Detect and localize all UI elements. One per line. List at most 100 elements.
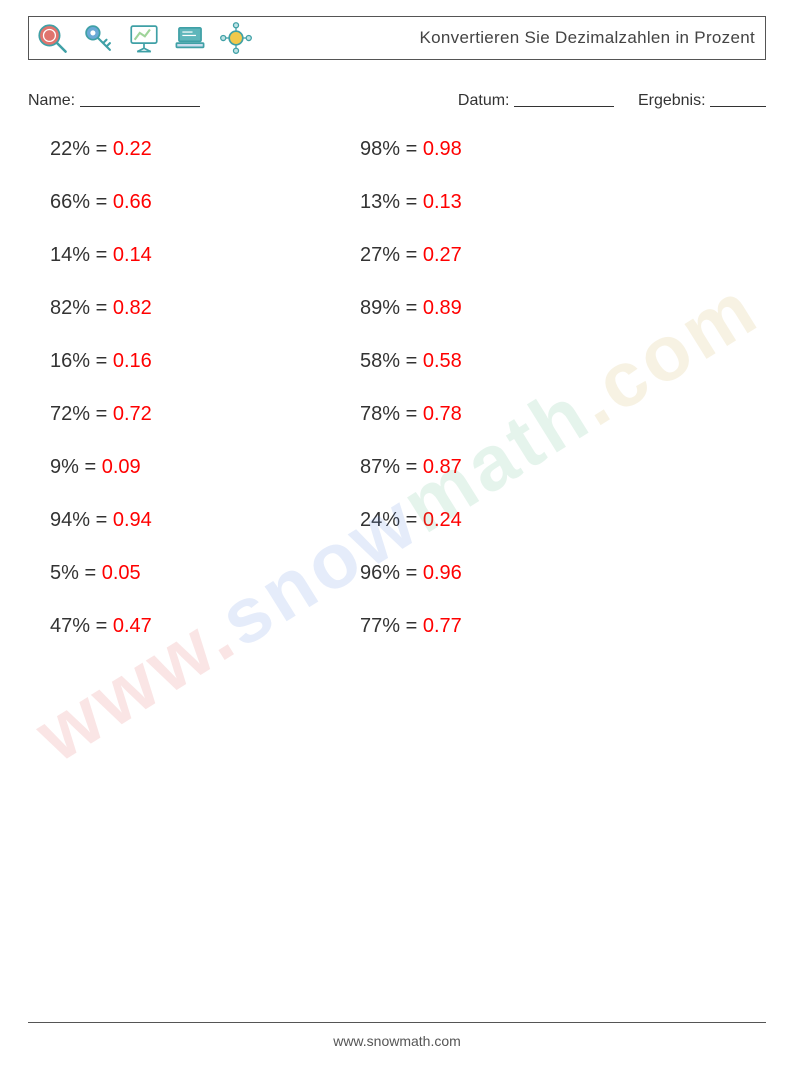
percent-value: 87% — [360, 456, 400, 479]
problem-row: 22% = 0.22 — [50, 138, 360, 161]
answer-value: 0.47 — [113, 615, 152, 638]
equals-sign: = — [90, 350, 113, 373]
answer-value: 0.72 — [113, 403, 152, 426]
date-field: Datum: — [458, 88, 614, 110]
equals-sign: = — [90, 615, 113, 638]
answer-value: 0.94 — [113, 509, 152, 532]
percent-value: 98% — [360, 138, 400, 161]
answer-value: 0.89 — [423, 297, 462, 320]
percent-value: 24% — [360, 509, 400, 532]
equals-sign: = — [79, 562, 102, 585]
percent-value: 47% — [50, 615, 90, 638]
presentation-chart-icon — [127, 21, 161, 55]
answer-value: 0.58 — [423, 350, 462, 373]
answer-value: 0.27 — [423, 244, 462, 267]
equals-sign: = — [400, 509, 423, 532]
key-icon — [81, 21, 115, 55]
problem-row: 27% = 0.27 — [360, 244, 670, 267]
percent-value: 89% — [360, 297, 400, 320]
percent-value: 16% — [50, 350, 90, 373]
meta-right: Datum: Ergebnis: — [458, 88, 766, 110]
result-blank[interactable] — [710, 90, 766, 107]
footer-rule — [28, 1022, 766, 1023]
answer-value: 0.82 — [113, 297, 152, 320]
problem-row: 47% = 0.47 — [50, 615, 360, 638]
problems-column-left: 22% = 0.22 66% = 0.66 14% = 0.14 82% = 0.82… — [50, 138, 360, 638]
equals-sign: = — [400, 562, 423, 585]
percent-value: 66% — [50, 191, 90, 214]
result-label: Ergebnis: — [638, 92, 706, 109]
percent-value: 77% — [360, 615, 400, 638]
equals-sign: = — [90, 297, 113, 320]
answer-value: 0.87 — [423, 456, 462, 479]
problem-row: 13% = 0.13 — [360, 191, 670, 214]
problem-row: 96% = 0.96 — [360, 562, 670, 585]
name-field: Name: — [28, 88, 200, 110]
equals-sign: = — [400, 615, 423, 638]
problem-row: 5% = 0.05 — [50, 562, 360, 585]
equals-sign: = — [90, 244, 113, 267]
percent-value: 78% — [360, 403, 400, 426]
problems-area: 22% = 0.22 66% = 0.66 14% = 0.14 82% = 0.82… — [50, 138, 794, 638]
equals-sign: = — [90, 191, 113, 214]
problem-row: 24% = 0.24 — [360, 509, 670, 532]
worksheet-title: Konvertieren Sie Dezimalzahlen in Prozen… — [420, 28, 755, 48]
problem-row: 66% = 0.66 — [50, 191, 360, 214]
date-label: Datum: — [458, 92, 510, 109]
percent-value: 9% — [50, 456, 79, 479]
footer-url: www.snowmath.com — [0, 1033, 794, 1049]
problem-row: 78% = 0.78 — [360, 403, 670, 426]
problems-column-right: 98% = 0.98 13% = 0.13 27% = 0.27 89% = 0.89… — [360, 138, 670, 638]
equals-sign: = — [79, 456, 102, 479]
answer-value: 0.13 — [423, 191, 462, 214]
equals-sign: = — [90, 509, 113, 532]
percent-value: 13% — [360, 191, 400, 214]
equals-sign: = — [400, 350, 423, 373]
problem-row: 82% = 0.82 — [50, 297, 360, 320]
answer-value: 0.24 — [423, 509, 462, 532]
equals-sign: = — [400, 456, 423, 479]
magnifier-icon — [35, 21, 69, 55]
percent-value: 22% — [50, 138, 90, 161]
problem-row: 87% = 0.87 — [360, 456, 670, 479]
problem-row: 89% = 0.89 — [360, 297, 670, 320]
problem-row: 98% = 0.98 — [360, 138, 670, 161]
equals-sign: = — [400, 403, 423, 426]
answer-value: 0.14 — [113, 244, 152, 267]
percent-value: 94% — [50, 509, 90, 532]
problem-row: 77% = 0.77 — [360, 615, 670, 638]
meta-left: Name: — [28, 88, 200, 110]
name-blank[interactable] — [80, 90, 200, 107]
answer-value: 0.22 — [113, 138, 152, 161]
problem-row: 14% = 0.14 — [50, 244, 360, 267]
percent-value: 82% — [50, 297, 90, 320]
percent-value: 5% — [50, 562, 79, 585]
network-globe-icon — [219, 21, 253, 55]
equals-sign: = — [400, 297, 423, 320]
header-bar: Konvertieren Sie Dezimalzahlen in Prozen… — [28, 16, 766, 60]
equals-sign: = — [90, 403, 113, 426]
problem-row: 72% = 0.72 — [50, 403, 360, 426]
percent-value: 58% — [360, 350, 400, 373]
worksheet-page: Konvertieren Sie Dezimalzahlen in Prozen… — [0, 16, 794, 1069]
answer-value: 0.66 — [113, 191, 152, 214]
meta-row: Name: Datum: Ergebnis: — [28, 88, 766, 110]
answer-value: 0.05 — [102, 562, 141, 585]
problem-row: 16% = 0.16 — [50, 350, 360, 373]
name-label: Name: — [28, 92, 75, 109]
problem-row: 94% = 0.94 — [50, 509, 360, 532]
problem-row: 9% = 0.09 — [50, 456, 360, 479]
answer-value: 0.96 — [423, 562, 462, 585]
answer-value: 0.09 — [102, 456, 141, 479]
percent-value: 27% — [360, 244, 400, 267]
answer-value: 0.77 — [423, 615, 462, 638]
answer-value: 0.78 — [423, 403, 462, 426]
problem-row: 58% = 0.58 — [360, 350, 670, 373]
percent-value: 96% — [360, 562, 400, 585]
percent-value: 72% — [50, 403, 90, 426]
date-blank[interactable] — [514, 90, 614, 107]
header-icon-row — [35, 21, 253, 55]
equals-sign: = — [400, 191, 423, 214]
laptop-icon — [173, 21, 207, 55]
equals-sign: = — [400, 138, 423, 161]
